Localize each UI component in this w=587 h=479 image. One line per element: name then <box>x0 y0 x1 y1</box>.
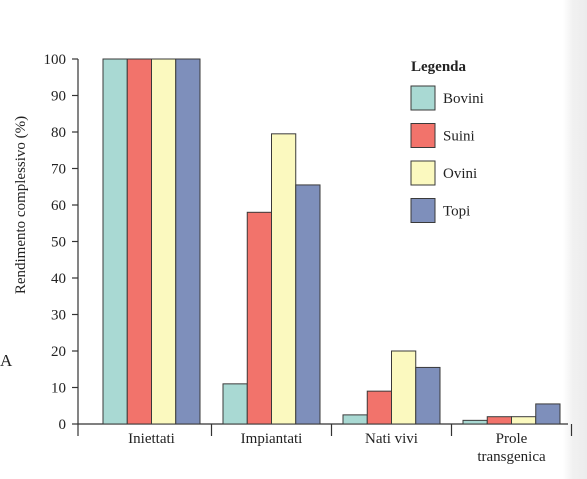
bar-topi-2 <box>295 184 321 425</box>
y-tick-label: 90 <box>51 89 66 105</box>
legend: Legenda Bovini Suini Ovini Topi <box>410 59 484 223</box>
bar-ovini-4 <box>511 416 537 425</box>
legend-swatch-ovini <box>410 160 436 186</box>
x-axis: Iniettati Impiantati Nati vivi Prole transge… <box>77 423 573 465</box>
bars-group <box>102 58 561 425</box>
bar-suini-3 <box>366 390 392 425</box>
legend-label-topi: Topi <box>443 204 470 220</box>
bar-suini-2 <box>246 211 272 425</box>
y-tick-label: 70 <box>51 162 66 178</box>
legend-swatch-bovini <box>410 85 436 111</box>
bar-ovini-1 <box>151 58 177 425</box>
bar-ovini-3 <box>391 350 417 425</box>
y-tick-label: 40 <box>51 271 66 287</box>
y-tick-label: 10 <box>51 381 66 397</box>
y-tick-label: 50 <box>51 235 66 251</box>
y-axis: 0 10 20 30 40 50 60 70 80 90 100 <box>44 52 79 433</box>
y-axis-label: Rendimento complessivo (%) <box>13 116 29 294</box>
panel-label: A <box>0 351 13 370</box>
legend-swatch-topi <box>410 198 436 223</box>
bar-bovini-4 <box>462 419 488 425</box>
bar-bovini-3 <box>342 414 368 425</box>
bar-topi-4 <box>535 403 561 425</box>
bar-topi-1 <box>175 58 201 425</box>
x-tick-label: Nati vivi <box>365 431 418 447</box>
y-tick-label: 30 <box>51 308 66 324</box>
bar-ovini-2 <box>271 133 297 425</box>
x-tick-label: Impiantati <box>241 431 303 447</box>
legend-label-bovini: Bovini <box>443 91 484 107</box>
bar-bovini-2 <box>222 383 248 425</box>
y-tick-label: 20 <box>51 344 66 360</box>
y-tick-label: 100 <box>44 52 67 68</box>
bar-suini-4 <box>486 416 512 425</box>
y-tick-label: 0 <box>59 417 67 433</box>
x-tick-label: Prole transgenica <box>477 431 546 465</box>
bar-suini-1 <box>126 58 152 425</box>
y-tick-label: 80 <box>51 125 66 141</box>
legend-swatch-suini <box>410 123 436 148</box>
page-edge-shade <box>563 0 587 479</box>
y-tick-label: 60 <box>51 198 66 214</box>
legend-label-ovini: Ovini <box>443 166 477 182</box>
x-tick-label: Iniettati <box>128 431 175 447</box>
bar-bovini-1 <box>102 58 128 425</box>
legend-title: Legenda <box>411 59 467 75</box>
bar-topi-3 <box>415 366 441 425</box>
legend-label-suini: Suini <box>443 129 475 145</box>
